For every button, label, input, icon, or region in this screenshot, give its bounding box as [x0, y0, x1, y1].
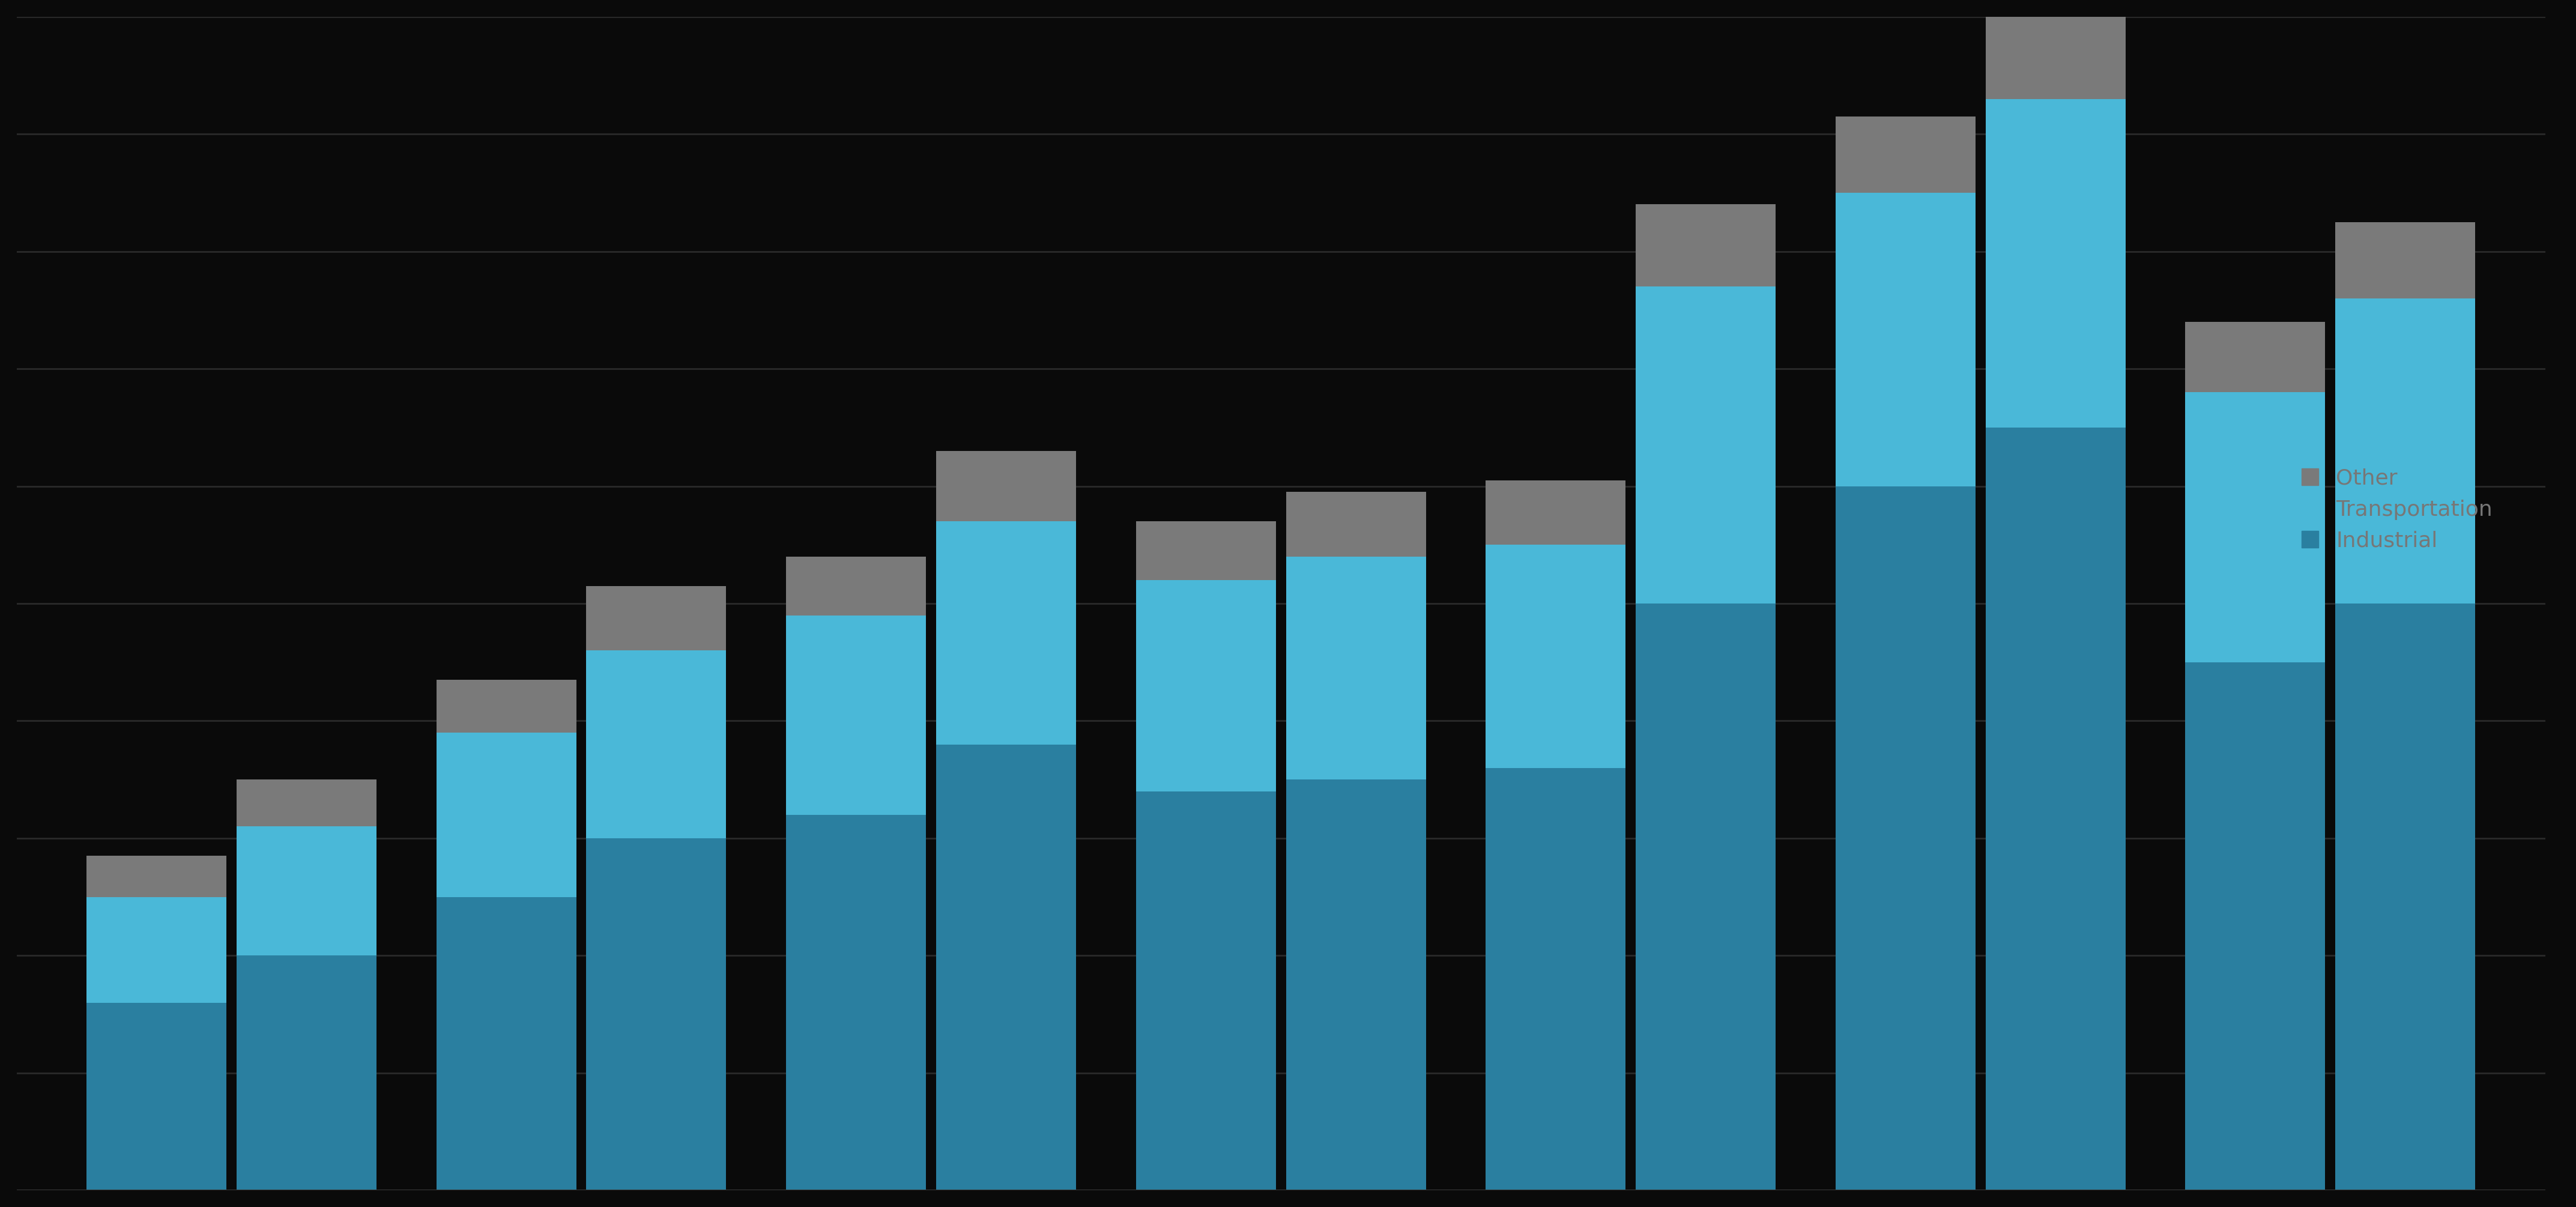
- Bar: [2336, 604, 2476, 1190]
- Bar: [1285, 780, 1427, 1190]
- Bar: [587, 585, 726, 651]
- Bar: [88, 897, 227, 1003]
- Bar: [1285, 556, 1427, 780]
- Bar: [88, 1003, 227, 1190]
- Bar: [435, 733, 577, 897]
- Bar: [1136, 581, 1275, 792]
- Bar: [935, 451, 1077, 521]
- Bar: [1986, 11, 2125, 99]
- Bar: [1486, 544, 1625, 768]
- Bar: [88, 856, 227, 897]
- Bar: [935, 745, 1077, 1190]
- Bar: [435, 680, 577, 733]
- Bar: [2184, 322, 2326, 392]
- Bar: [935, 521, 1077, 745]
- Bar: [1486, 768, 1625, 1190]
- Bar: [587, 838, 726, 1190]
- Bar: [2184, 392, 2326, 663]
- Bar: [1136, 792, 1275, 1190]
- Bar: [237, 780, 376, 827]
- Legend: Other, Transportation, Industrial: Other, Transportation, Industrial: [2290, 457, 2504, 562]
- Bar: [237, 827, 376, 956]
- Bar: [2184, 663, 2326, 1190]
- Bar: [1636, 604, 1775, 1190]
- Bar: [237, 956, 376, 1190]
- Bar: [2336, 222, 2476, 298]
- Bar: [786, 616, 927, 815]
- Bar: [786, 556, 927, 616]
- Bar: [435, 897, 577, 1190]
- Bar: [1986, 99, 2125, 427]
- Bar: [587, 651, 726, 838]
- Bar: [2336, 298, 2476, 604]
- Bar: [1837, 193, 1976, 486]
- Bar: [1636, 286, 1775, 604]
- Bar: [786, 815, 927, 1190]
- Bar: [1837, 116, 1976, 193]
- Bar: [1636, 204, 1775, 286]
- Bar: [1837, 486, 1976, 1190]
- Bar: [1486, 480, 1625, 544]
- Bar: [1986, 427, 2125, 1190]
- Bar: [1136, 521, 1275, 581]
- Bar: [1285, 492, 1427, 556]
